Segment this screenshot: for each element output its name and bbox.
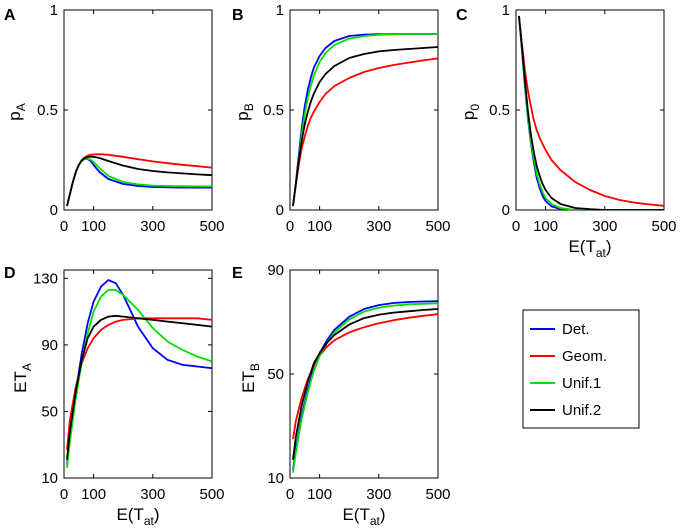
panel-letter-c: C (456, 7, 468, 24)
x-tick-label-d-500: 500 (199, 486, 224, 503)
x-tick-label-b-300: 300 (366, 218, 391, 235)
panel-letter-a: A (4, 7, 16, 24)
y-tick-label-e-2: 90 (267, 262, 284, 279)
y-axis-label-a: pA (5, 103, 28, 120)
panel-c: C p0 E(Tat) (456, 7, 665, 260)
x-tick-label-e-100: 100 (307, 486, 332, 503)
x-tick-label-d-100: 100 (81, 486, 106, 503)
x-tick-label-b-500: 500 (425, 218, 450, 235)
series-line-b-unif2 (292, 46, 438, 207)
x-tick-label-b-0: 0 (286, 218, 294, 235)
series-line-b-geom (292, 57, 438, 207)
y-axis-label-d: ETA (11, 363, 34, 393)
x-tick-label-d-300: 300 (140, 486, 165, 503)
x-axis-label-c: E(Tat) (568, 237, 611, 260)
y-tick-label-b-1: 0.5 (263, 102, 284, 119)
y-tick-label-a-0: 0 (50, 202, 58, 219)
y-tick-label-c-0: 0 (502, 202, 510, 219)
x-tick-label-a-100: 100 (81, 218, 106, 235)
legend-entry-det: Det. (530, 321, 590, 338)
legend-entry-unif2: Unif.2 (530, 402, 601, 419)
x-tick-label-d-0: 0 (60, 486, 68, 503)
y-axis-label-c: p0 (459, 104, 482, 120)
y-tick-label-e-1: 50 (267, 366, 284, 383)
legend: Det. Geom. Unif.1 Unif.2 (522, 309, 640, 429)
panel-letter-b: B (232, 7, 244, 24)
panel-letter-d: D (4, 265, 16, 282)
x-tick-label-c-0: 0 (512, 218, 520, 235)
y-axis-label-b: pB (233, 103, 256, 120)
legend-label-det: Det. (562, 321, 590, 338)
legend-entry-unif1: Unif.1 (530, 375, 601, 392)
series-line-e-unif2 (292, 308, 438, 460)
x-tick-label-b-100: 100 (307, 218, 332, 235)
series-line-d-unif2 (66, 314, 212, 460)
x-axis-label-d: E(Tat) (116, 505, 159, 528)
panel-a-marks: 0 100 300 500 0 0.5 1 (37, 2, 224, 235)
panel-e-marks: 0 100 300 500 10 50 90 (267, 262, 450, 503)
panel-c-marks: 0 100 300 500 0 0.5 1 (489, 2, 676, 235)
y-tick-label-e-0: 10 (267, 470, 284, 487)
y-tick-label-a-2: 1 (50, 2, 58, 19)
plot-frame-d (63, 269, 213, 479)
x-tick-label-e-300: 300 (366, 486, 391, 503)
series-line-e-geom (292, 313, 438, 440)
x-tick-label-c-500: 500 (651, 218, 676, 235)
series-line-c-unif2 (518, 15, 664, 210)
x-tick-label-c-300: 300 (592, 218, 617, 235)
legend-entry-geom: Geom. (530, 348, 607, 365)
x-tick-label-a-0: 0 (60, 218, 68, 235)
x-tick-label-c-100: 100 (533, 218, 558, 235)
legend-label-unif2: Unif.2 (562, 402, 601, 419)
y-tick-label-c-2: 1 (502, 2, 510, 19)
series-line-a-unif2 (66, 155, 212, 207)
series-line-e-unif1 (292, 302, 438, 473)
x-tick-label-e-500: 500 (425, 486, 450, 503)
y-tick-label-d-0: 10 (41, 470, 58, 487)
y-tick-label-a-1: 0.5 (37, 102, 58, 119)
legend-label-geom: Geom. (562, 348, 607, 365)
plot-frame-a (63, 9, 213, 211)
y-tick-label-b-0: 0 (276, 202, 284, 219)
x-tick-label-a-500: 500 (199, 218, 224, 235)
y-tick-label-d-3: 130 (33, 270, 58, 287)
legend-label-unif1: Unif.1 (562, 375, 601, 392)
x-tick-label-e-0: 0 (286, 486, 294, 503)
panel-d: D ETA E(Tat) (4, 265, 213, 528)
panel-b-marks: 0 100 300 500 0 0.5 1 (263, 2, 450, 235)
x-axis-label-e: E(Tat) (342, 505, 385, 528)
y-axis-label-e: ETB (239, 363, 262, 393)
x-tick-label-a-300: 300 (140, 218, 165, 235)
panel-d-marks: 0 100 300 500 10 50 90 130 (33, 270, 225, 503)
panel-letter-e: E (232, 265, 243, 282)
y-tick-label-d-2: 90 (41, 337, 58, 354)
y-tick-label-b-2: 1 (276, 2, 284, 19)
series-line-c-geom (518, 17, 664, 207)
y-tick-label-d-1: 50 (41, 403, 58, 420)
plot-frame-b (289, 9, 439, 211)
panel-a: A pA (4, 7, 213, 211)
y-tick-label-c-1: 0.5 (489, 102, 510, 119)
